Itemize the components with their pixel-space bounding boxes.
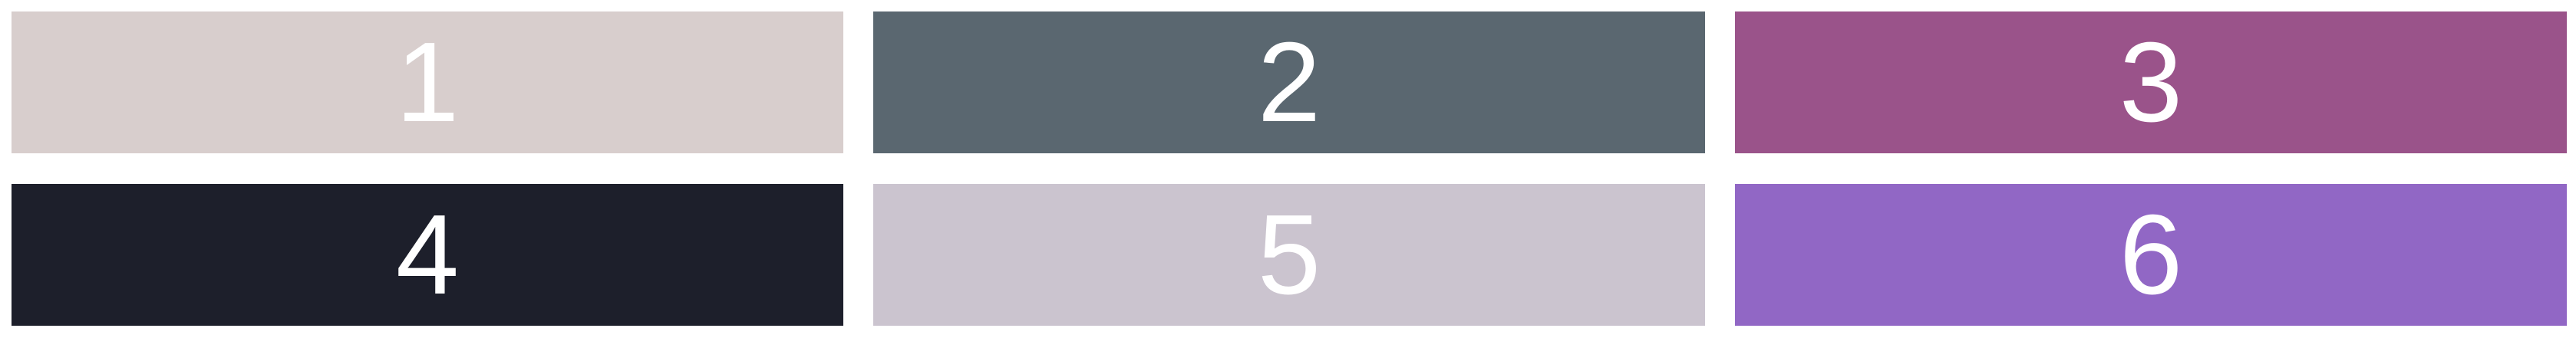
color-swatch-6: 6: [1735, 184, 2567, 326]
swatch-label: 6: [2119, 191, 2183, 318]
color-swatch-5: 5: [873, 184, 1705, 326]
swatch-label: 2: [1257, 18, 1321, 146]
color-swatch-3: 3: [1735, 11, 2567, 153]
swatch-label: 1: [395, 18, 460, 146]
swatch-label: 4: [395, 191, 460, 318]
swatch-label: 5: [1257, 191, 1321, 318]
color-swatch-grid: 1 2 3 4 5 6: [12, 11, 2567, 326]
color-swatch-4: 4: [12, 184, 843, 326]
color-swatch-1: 1: [12, 11, 843, 153]
swatch-label: 3: [2119, 18, 2183, 146]
color-swatch-2: 2: [873, 11, 1705, 153]
